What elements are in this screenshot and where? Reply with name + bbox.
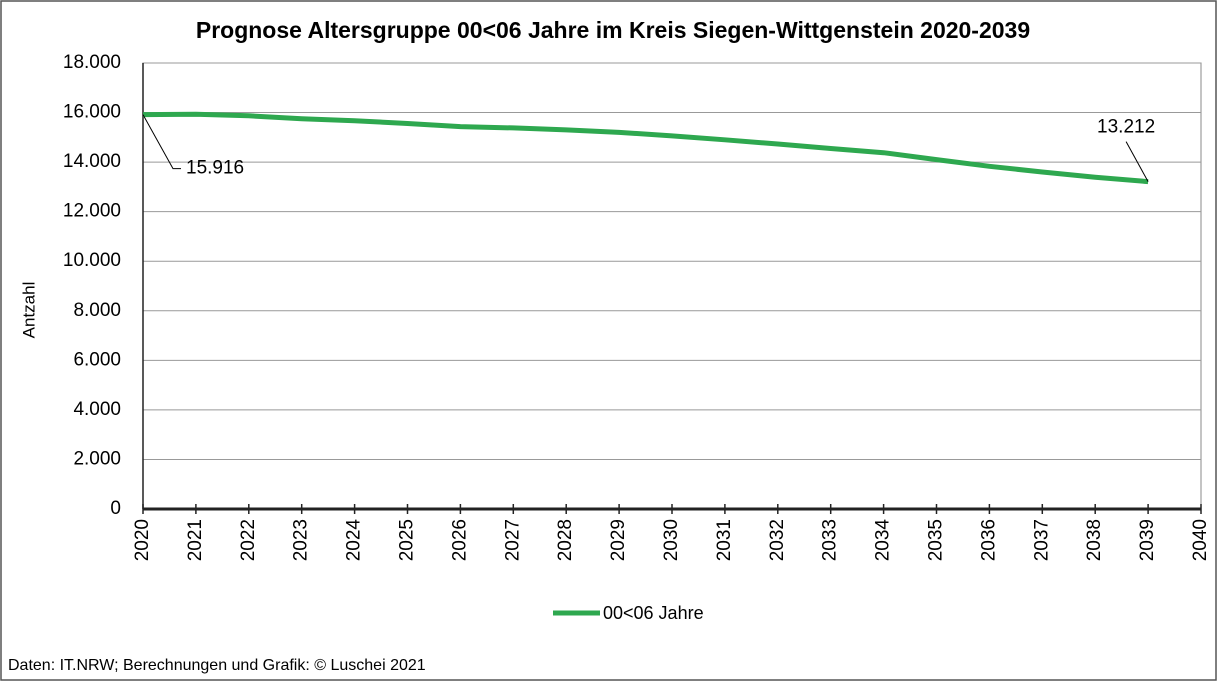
x-tick-label: 2031: [714, 519, 735, 561]
y-tick-label: 12.000: [63, 201, 121, 222]
y-tick-label: 16.000: [63, 102, 121, 123]
x-tick-label: 2027: [502, 519, 523, 561]
y-tick-label: 4.000: [73, 399, 121, 420]
x-tick-label: 2033: [820, 519, 841, 561]
y-tick-label: 0: [110, 498, 121, 519]
x-tick-label: 2037: [1031, 519, 1052, 561]
x-tick-label: 2035: [926, 519, 947, 561]
y-tick-label: 8.000: [73, 300, 121, 321]
x-tick-label: 2022: [238, 519, 259, 561]
x-tick-label: 2040: [1190, 519, 1211, 561]
y-tick-label: 18.000: [63, 52, 121, 73]
x-tick-label: 2025: [397, 519, 418, 561]
legend-label: 00<06 Jahre: [603, 603, 704, 623]
x-tick-label: 2021: [185, 519, 206, 561]
source-note: Daten: IT.NRW; Berechnungen und Grafik: …: [8, 657, 426, 674]
y-tick-label: 14.000: [63, 151, 121, 172]
label-leader: [142, 114, 181, 170]
chart-title: Prognose Altersgruppe 00<06 Jahre im Kre…: [196, 17, 1030, 43]
data-line: [142, 111, 1149, 185]
y-tick-label: 2.000: [73, 448, 121, 469]
x-tick-label: 2030: [661, 519, 682, 561]
x-tick-label: 2032: [767, 519, 788, 561]
x-tick-label: 2024: [344, 519, 365, 562]
x-tick-label: 2029: [608, 519, 629, 561]
x-tick-label: 2023: [291, 519, 312, 561]
y-axis-label: Antzahl: [19, 282, 38, 339]
x-tick-label: 2026: [449, 519, 470, 561]
data-label: 13.212: [1097, 117, 1155, 138]
x-tick-label: 2034: [873, 519, 894, 562]
label-leader: [1125, 141, 1149, 182]
x-tick-label: 2028: [555, 519, 576, 561]
y-tick-label: 10.000: [63, 250, 121, 271]
x-tick-label: 2038: [1084, 519, 1105, 561]
x-tick-label: 2036: [978, 519, 999, 561]
data-label: 15.916: [186, 158, 244, 179]
y-tick-label: 6.000: [73, 349, 121, 370]
x-tick-label: 2020: [132, 519, 153, 561]
x-tick-label: 2039: [1137, 519, 1158, 561]
plot-area: [142, 62, 1202, 510]
